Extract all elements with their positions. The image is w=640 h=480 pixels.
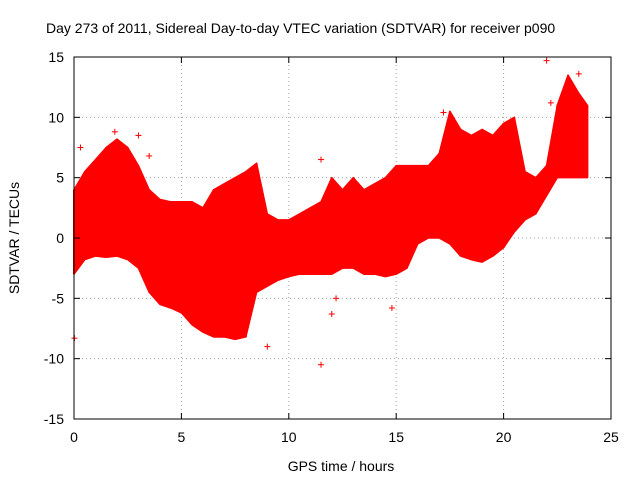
outlier-point [440,109,447,116]
data-layer [71,57,589,368]
y-tick-label: 15 [48,49,64,65]
y-tick-label: -15 [44,411,64,427]
y-axis-title: SDTVAR / TECUs [6,182,22,294]
y-tick-label: 10 [48,109,64,125]
x-tick-label: 0 [70,429,78,445]
y-tick-labels: -15 -10 -5 0 5 10 15 [44,49,64,427]
x-tick-label: 15 [388,429,404,445]
outlier-point [146,152,153,159]
x-tick-label: 25 [603,429,619,445]
outlier-point [328,311,335,318]
outlier-point [318,156,325,163]
x-tick-label: 20 [496,429,512,445]
outlier-point [264,343,271,350]
outlier-point [77,144,84,151]
x-axis-title: GPS time / hours [288,458,395,474]
outlier-point [388,304,395,311]
y-tick-label: 5 [56,170,64,186]
outlier-point [318,361,325,368]
tick-marks [73,56,612,420]
sdtvar-band [73,74,589,341]
outlier-point [547,99,554,106]
y-tick-label: -5 [52,290,65,306]
outlier-point [135,132,142,139]
chart-title: Day 273 of 2011, Sidereal Day-to-day VTE… [46,20,555,36]
outlier-point [543,57,550,64]
outlier-point [575,70,582,77]
x-tick-label: 10 [281,429,297,445]
y-tick-label: -10 [44,351,64,367]
x-tick-label: 5 [178,429,186,445]
y-tick-label: 0 [56,230,64,246]
outlier-point [111,128,118,135]
outlier-point [333,295,340,302]
x-tick-labels: 0 5 10 15 20 25 [70,429,619,445]
